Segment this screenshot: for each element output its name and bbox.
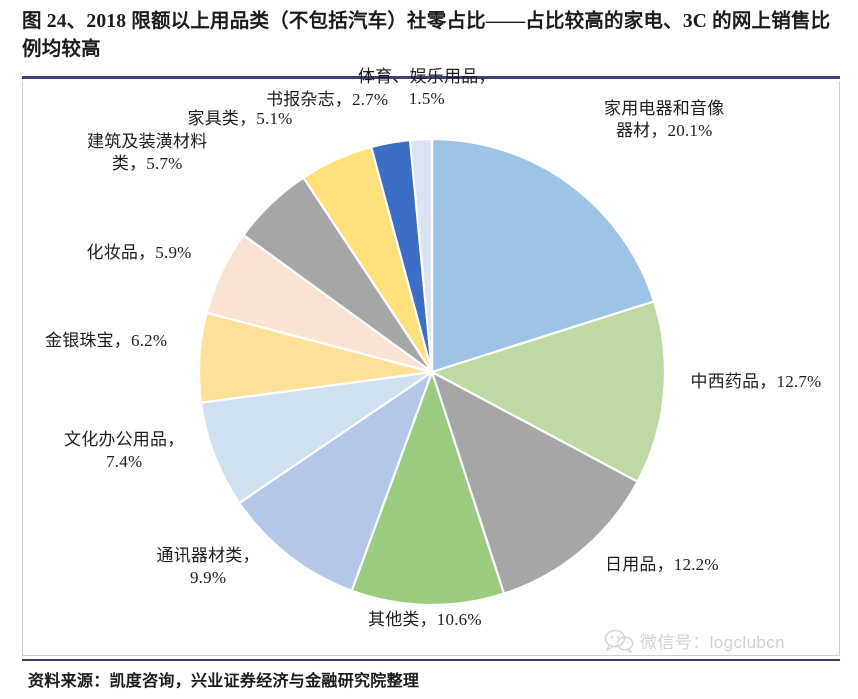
figure-title: 图 24、2018 限额以上用品类（不包括汽车）社零占比——占比较高的家电、3C… xyxy=(22,11,831,60)
pie-slice-label: 书报杂志，2.7% xyxy=(266,90,389,109)
title-divider xyxy=(22,76,840,79)
pie-slice-label: 文化办公用品， 7.4% xyxy=(64,430,185,472)
source-note: 资料来源：凯度咨询，兴业证券经济与金融研究院整理 xyxy=(28,673,420,690)
pie-slice[interactable] xyxy=(430,370,639,595)
pie-slice[interactable] xyxy=(350,370,506,607)
pie-slice[interactable] xyxy=(408,137,434,374)
pie-slice[interactable] xyxy=(430,300,667,483)
pie-slice-label: 通讯器材类， 9.9% xyxy=(156,546,260,588)
pie-slice-label: 其他类，10.6% xyxy=(368,610,482,629)
pie-slice[interactable] xyxy=(238,370,434,592)
pie-slice[interactable] xyxy=(199,370,434,505)
pie-slice-label: 家具类，5.1% xyxy=(187,109,293,128)
pie-slice-label: 中西药品，12.7% xyxy=(690,372,822,391)
pie-slice-label: 体育、娱乐用品， 1.5% xyxy=(358,67,496,109)
pie-slice-label: 金银珠宝，6.2% xyxy=(45,331,168,350)
footer-divider xyxy=(22,659,840,661)
pie-slice[interactable] xyxy=(430,137,656,374)
pie-slice-label: 家用电器和音像 器材，20.1% xyxy=(604,99,725,141)
pie-slice-label: 建筑及装潢材料 类，5.7% xyxy=(87,132,208,174)
pie-slice-label: 化妆品，5.9% xyxy=(86,243,192,262)
pie-slice-label: 日用品，12.2% xyxy=(605,555,719,574)
